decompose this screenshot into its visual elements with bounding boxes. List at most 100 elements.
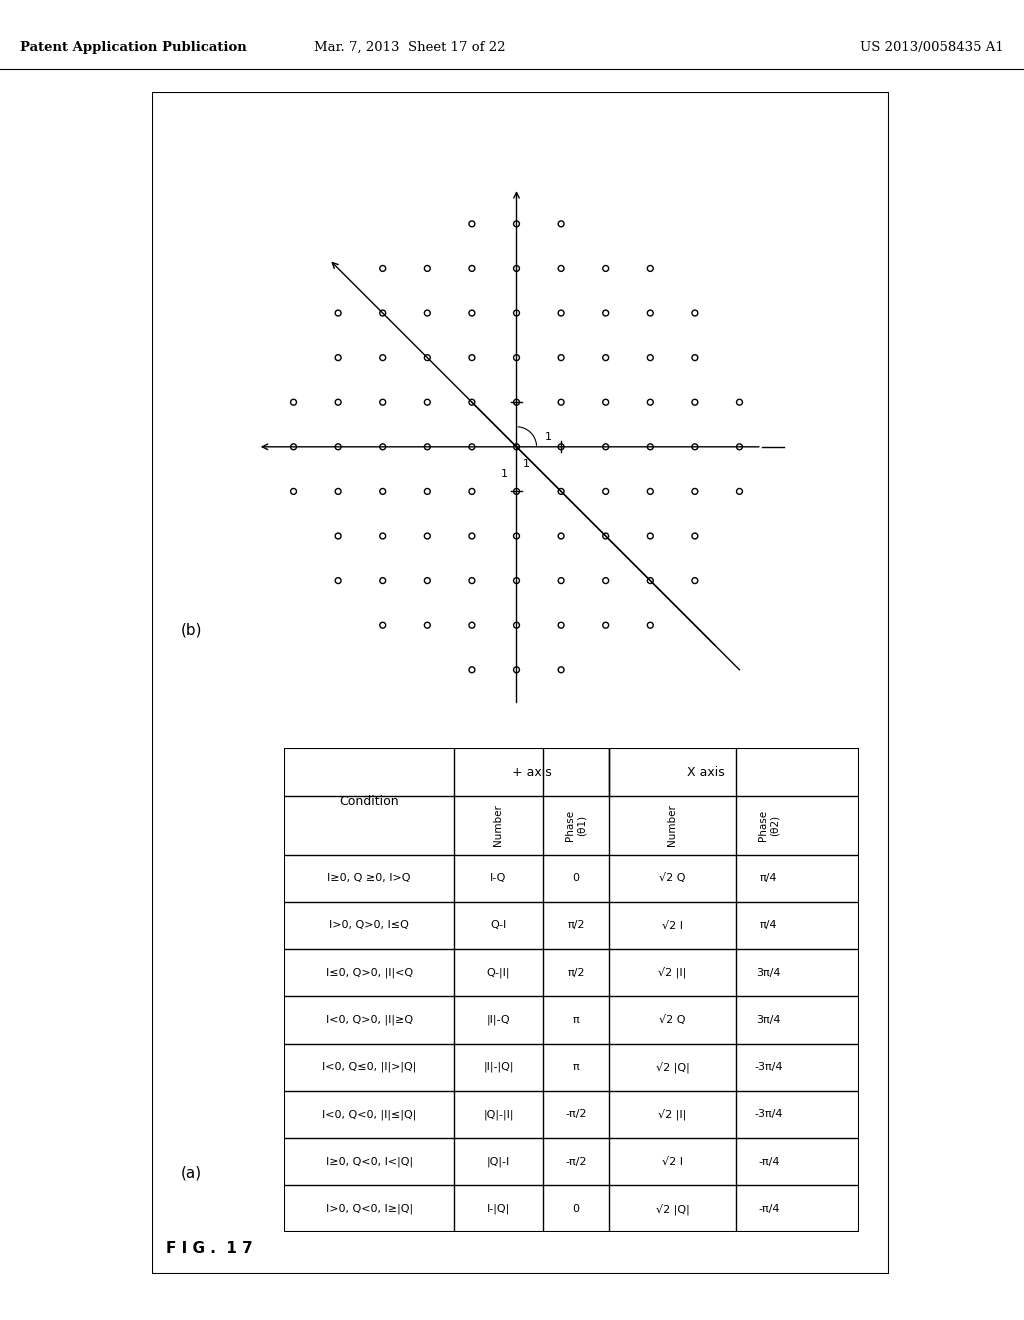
Text: I-Q: I-Q — [490, 874, 507, 883]
Point — [508, 525, 524, 546]
Text: 0: 0 — [572, 874, 580, 883]
Text: |Q|-|I|: |Q|-|I| — [483, 1109, 514, 1119]
Point — [419, 615, 435, 636]
Point — [553, 570, 569, 591]
Point — [597, 480, 613, 502]
Point — [375, 436, 391, 457]
Point — [419, 480, 435, 502]
Text: Condition: Condition — [339, 795, 399, 808]
Point — [642, 436, 658, 457]
Point — [330, 392, 346, 413]
Text: -π/4: -π/4 — [758, 1156, 779, 1167]
Point — [553, 257, 569, 279]
Point — [464, 436, 480, 457]
Point — [464, 347, 480, 368]
Point — [597, 525, 613, 546]
Point — [508, 214, 524, 235]
Point — [553, 525, 569, 546]
Text: √2 I: √2 I — [662, 1156, 683, 1167]
Point — [553, 480, 569, 502]
Point — [597, 257, 613, 279]
Point — [642, 615, 658, 636]
Text: Mar. 7, 2013  Sheet 17 of 22: Mar. 7, 2013 Sheet 17 of 22 — [313, 41, 506, 54]
Text: I>0, Q<0, I≥|Q|: I>0, Q<0, I≥|Q| — [326, 1204, 413, 1214]
Text: I≥0, Q ≥0, I>Q: I≥0, Q ≥0, I>Q — [328, 874, 411, 883]
Text: Phase
(θ1): Phase (θ1) — [565, 809, 587, 841]
Point — [419, 392, 435, 413]
Point — [464, 659, 480, 680]
Text: Number: Number — [668, 804, 678, 846]
Text: |I|-Q: |I|-Q — [486, 1015, 510, 1026]
Point — [419, 347, 435, 368]
Text: √2 |Q|: √2 |Q| — [655, 1061, 689, 1073]
Text: I<0, Q>0, |I|≥Q: I<0, Q>0, |I|≥Q — [326, 1015, 413, 1026]
Point — [464, 615, 480, 636]
Text: π/4: π/4 — [760, 874, 777, 883]
Text: F I G .  1 7: F I G . 1 7 — [166, 1241, 253, 1257]
Point — [642, 525, 658, 546]
Text: Q-|I|: Q-|I| — [486, 968, 510, 978]
Point — [553, 302, 569, 323]
Point — [553, 436, 569, 457]
Point — [419, 570, 435, 591]
Point — [464, 302, 480, 323]
Text: 3π/4: 3π/4 — [757, 1015, 781, 1024]
Point — [508, 436, 524, 457]
Point — [508, 302, 524, 323]
Text: Q-I: Q-I — [490, 920, 507, 931]
Point — [330, 525, 346, 546]
Point — [642, 257, 658, 279]
Point — [597, 347, 613, 368]
Point — [553, 659, 569, 680]
Point — [687, 570, 703, 591]
Text: √2 Q: √2 Q — [659, 1015, 686, 1024]
Point — [642, 302, 658, 323]
Point — [375, 525, 391, 546]
Text: 1: 1 — [501, 470, 508, 479]
Point — [642, 570, 658, 591]
Text: Phase
(θ2): Phase (θ2) — [758, 809, 779, 841]
Text: X axis: X axis — [687, 766, 724, 779]
Point — [330, 480, 346, 502]
Point — [731, 436, 748, 457]
Point — [464, 214, 480, 235]
Text: Number: Number — [494, 804, 504, 846]
Text: π/2: π/2 — [567, 920, 585, 931]
Text: I<0, Q<0, |I|≤|Q|: I<0, Q<0, |I|≤|Q| — [322, 1109, 417, 1119]
Text: I≥0, Q<0, I<|Q|: I≥0, Q<0, I<|Q| — [326, 1156, 413, 1167]
Text: √2 I: √2 I — [662, 920, 683, 931]
Point — [597, 436, 613, 457]
Point — [330, 436, 346, 457]
Point — [597, 302, 613, 323]
Point — [375, 347, 391, 368]
Point — [508, 347, 524, 368]
Text: π: π — [572, 1015, 580, 1024]
Point — [508, 615, 524, 636]
Point — [330, 347, 346, 368]
Text: -π/2: -π/2 — [565, 1109, 587, 1119]
Point — [687, 302, 703, 323]
Text: US 2013/0058435 A1: US 2013/0058435 A1 — [860, 41, 1004, 54]
Text: I-|Q|: I-|Q| — [486, 1204, 510, 1214]
Point — [508, 659, 524, 680]
Text: 3π/4: 3π/4 — [757, 968, 781, 978]
Point — [597, 570, 613, 591]
Point — [731, 392, 748, 413]
Point — [687, 525, 703, 546]
Text: -3π/4: -3π/4 — [755, 1109, 783, 1119]
Point — [508, 480, 524, 502]
Point — [330, 302, 346, 323]
Text: √2 |I|: √2 |I| — [658, 968, 686, 978]
Point — [464, 257, 480, 279]
Point — [330, 570, 346, 591]
Point — [286, 480, 302, 502]
Point — [508, 392, 524, 413]
Text: √2 |I|: √2 |I| — [658, 1109, 686, 1121]
Point — [375, 302, 391, 323]
Point — [419, 302, 435, 323]
Point — [642, 480, 658, 502]
Point — [464, 480, 480, 502]
Point — [375, 615, 391, 636]
Text: + axis: + axis — [512, 766, 551, 779]
Point — [597, 615, 613, 636]
